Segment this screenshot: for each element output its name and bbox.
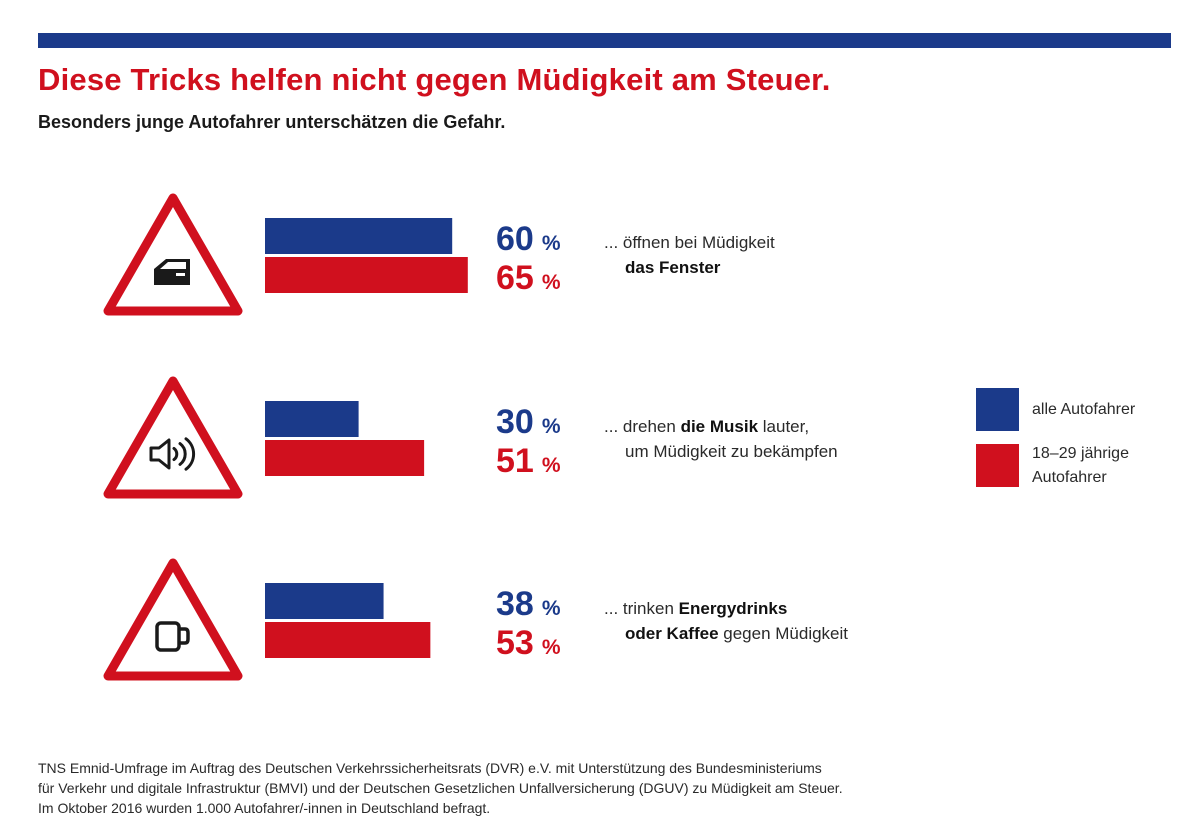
row-3-description: ... trinken Energydrinks oder Kaffee geg… [604, 596, 848, 646]
row-2-post: lauter, [758, 417, 810, 436]
warning-sign-1 [103, 193, 243, 316]
row-2-pre: ... drehen [604, 417, 681, 436]
cup-body [155, 621, 181, 652]
row-2-bold: die Musik [680, 417, 759, 436]
window-pane [160, 262, 186, 269]
legend-label-all: alle Autofahrer [1032, 401, 1136, 418]
door-handle [176, 273, 185, 276]
legend-label-young-line-2: Autofahrer [1032, 469, 1107, 486]
legend-label-young: 18–29 jährige Autofahrer [1032, 442, 1129, 490]
row-2-line-2: um Müdigkeit zu bekämpfen [625, 442, 838, 461]
cup-handle [179, 627, 190, 645]
footnote-line-3: Im Oktober 2016 wurden 1.000 Autofahrer/… [38, 800, 491, 816]
row-1-line-1: ... öffnen bei Müdigkeit [604, 233, 775, 252]
row-3-bold-2: oder Kaffee [625, 624, 719, 643]
source-footnote: TNS Emnid-Umfrage im Auftrag des Deutsch… [38, 758, 843, 818]
value-label-young-row-3: 53% [496, 624, 561, 662]
row-1-bold: das Fenster [625, 258, 721, 277]
top-accent-bar [38, 33, 1171, 48]
sound-wave-1 [172, 446, 179, 462]
infographic-title: Diese Tricks helfen nicht gegen Müdigkei… [38, 62, 831, 97]
row-2-description: ... drehen die Musik lauter, um Müdigkei… [604, 414, 838, 464]
legend-swatch-young [976, 444, 1019, 487]
bar-all-row-3 [265, 583, 384, 619]
row-3-bold: Energydrinks [678, 599, 788, 618]
value-label-young-row-2: 51% [496, 442, 561, 480]
row-3-pre: ... trinken [604, 599, 679, 618]
footnote-line-2: für Verkehr und digitale Infrastruktur (… [38, 780, 843, 796]
row-3-post: gegen Müdigkeit [718, 624, 849, 643]
infographic-subtitle: Besonders junge Autofahrer unterschätzen… [38, 112, 506, 132]
sound-wave-2 [178, 442, 187, 466]
value-label-all-row-1: 60% [496, 220, 561, 258]
bar-all-row-2 [265, 401, 359, 437]
row-1-description: ... öffnen bei Müdigkeit das Fenster [604, 230, 775, 280]
bar-all-row-1 [265, 218, 453, 254]
warning-sign-3 [103, 558, 243, 681]
sound-wave-3 [184, 437, 196, 471]
bar-young-row-2 [265, 440, 425, 476]
legend-swatch-all [976, 388, 1019, 431]
bar-young-row-1 [265, 257, 468, 293]
speaker-body [149, 438, 171, 470]
value-label-all-row-2: 30% [496, 403, 561, 441]
legend-label-young-line-1: 18–29 jährige [1032, 445, 1129, 462]
bar-young-row-3 [265, 622, 431, 658]
footnote-line-1: TNS Emnid-Umfrage im Auftrag des Deutsch… [38, 760, 822, 776]
value-label-young-row-1: 65% [496, 259, 561, 297]
value-label-all-row-3: 38% [496, 585, 561, 623]
warning-sign-2 [103, 376, 243, 499]
